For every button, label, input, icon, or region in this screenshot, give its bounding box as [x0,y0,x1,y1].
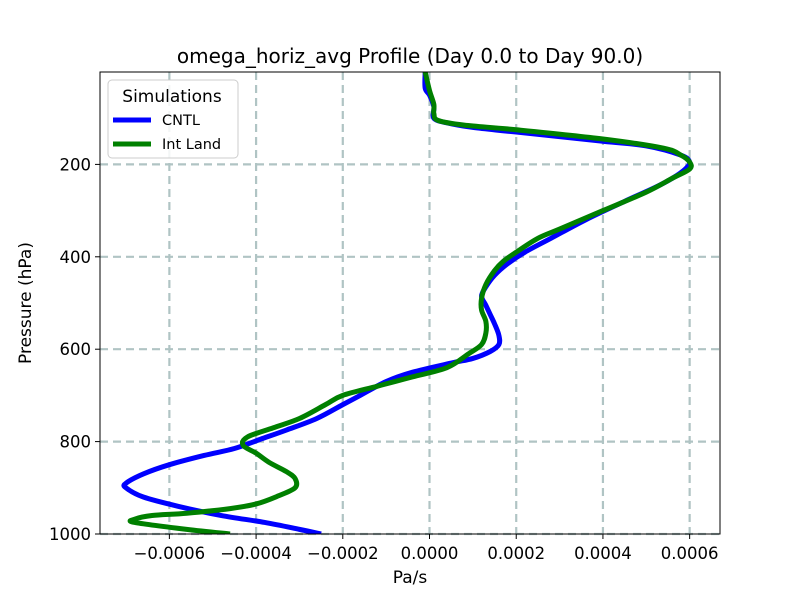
legend-label-cntl: CNTL [162,113,200,129]
x-tick-label: 0.0004 [574,544,632,563]
y-tick-label: 1000 [49,525,91,544]
series-layer [121,72,694,534]
y-tick-label: 400 [60,248,92,267]
legend-label-int-land: Int Land [162,137,221,153]
legend-box [107,79,239,159]
plot-frame [99,71,721,535]
x-tick-label: 0.0002 [487,544,545,563]
legend: Simulations CNTL Int Land [107,79,239,159]
x-tick-label: −0.0006 [134,544,206,563]
x-tick-label: 0.0006 [661,544,719,563]
y-tick-label: 600 [60,340,92,359]
y-axis-label: Pressure (hPa) [16,242,36,364]
series-line-int-land [127,72,694,534]
ticks-layer: −0.0006 −0.0004 −0.0002 0.0000 0.0002 0.0004 0… [49,155,719,563]
chart-title: omega_horiz_avg Profile (Day 0.0 to Day … [177,44,643,68]
x-tick-label: 0.0000 [401,544,459,563]
legend-title: Simulations [122,87,222,107]
grid-layer [100,72,720,536]
x-tick-label: −0.0004 [220,544,292,563]
y-tick-label: 800 [60,433,92,452]
x-axis-label: Pa/s [393,568,428,588]
y-tick-label: 200 [60,155,92,174]
x-tick-label: −0.0002 [307,544,379,563]
